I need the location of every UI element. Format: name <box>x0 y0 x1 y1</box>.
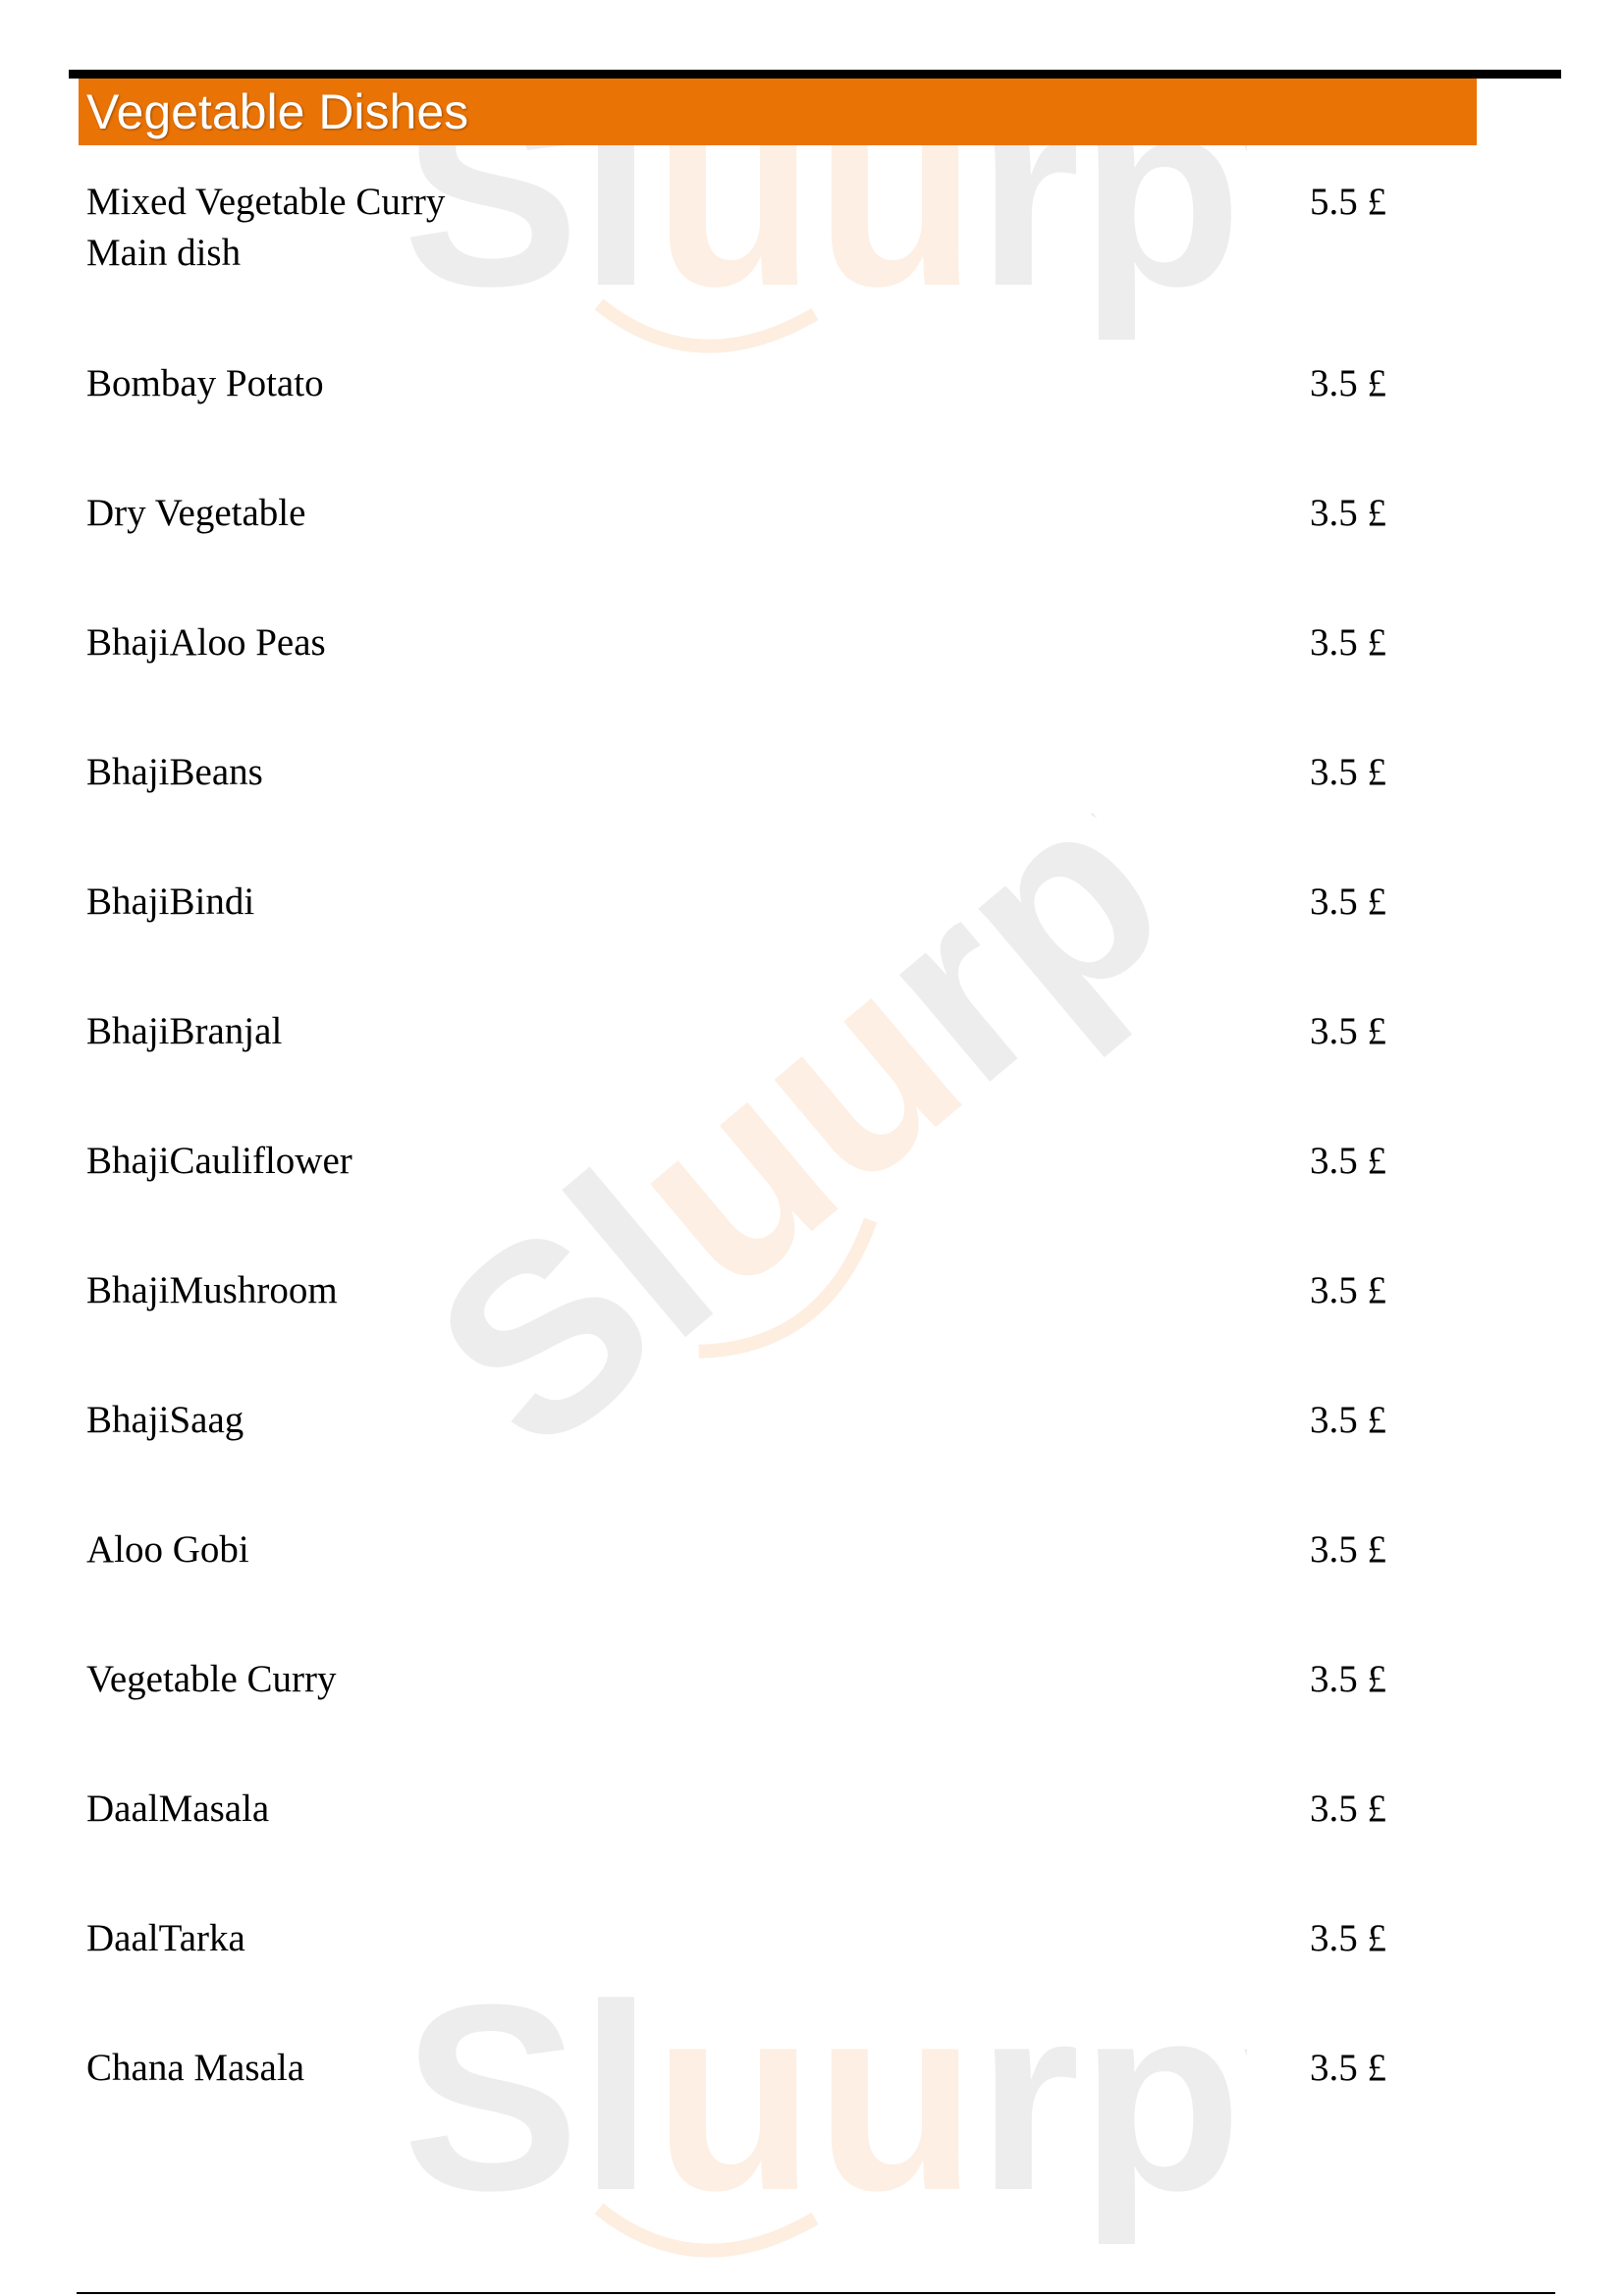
menu-item: BhajiAloo Peas 3.5 £ <box>0 617 1624 747</box>
dish-price: 3.5 £ <box>1310 1528 1386 1571</box>
dish-price: 3.5 £ <box>1310 2047 1386 2089</box>
menu-list: Mixed Vegetable Curry Main dish 5.5 £ Bomba… <box>0 177 1624 2172</box>
dish-name-text: BhajiAloo Peas <box>86 621 326 664</box>
menu-item: Mixed Vegetable Curry Main dish 5.5 £ <box>0 177 1624 358</box>
menu-item: BhajiMushroom 3.5 £ <box>0 1265 1624 1395</box>
dish-name: BhajiBindi <box>86 877 254 928</box>
dish-price: 3.5 £ <box>1310 881 1386 923</box>
dish-name-text: Chana Masala <box>86 2047 305 2089</box>
dish-name-text: Mixed Vegetable Curry <box>86 181 446 223</box>
dish-name-text: Aloo Gobi <box>86 1528 249 1571</box>
menu-item: Vegetable Curry 3.5 £ <box>0 1654 1624 1784</box>
dish-price: 3.5 £ <box>1310 492 1386 534</box>
dish-name: BhajiSaag <box>86 1395 244 1446</box>
dish-price: 3.5 £ <box>1310 621 1386 664</box>
dish-price: 3.5 £ <box>1310 362 1386 404</box>
menu-item: BhajiBindi 3.5 £ <box>0 877 1624 1006</box>
dish-name-text: BhajiBindi <box>86 881 255 923</box>
dish-description: Main dish <box>86 232 242 274</box>
dish-name-text: DaalTarka <box>86 1917 245 1959</box>
menu-item: DaalMasala 3.5 £ <box>0 1784 1624 1913</box>
dish-name-text: BhajiBeans <box>86 751 263 793</box>
bottom-divider <box>77 2292 1555 2294</box>
menu-item: BhajiBranjal 3.5 £ <box>0 1006 1624 1136</box>
dish-name: Dry Vegetable <box>86 488 305 539</box>
dish-price: 3.5 £ <box>1310 1788 1386 1830</box>
dish-name-text: Vegetable Curry <box>86 1658 337 1700</box>
dish-name: DaalMasala <box>86 1784 269 1835</box>
dish-price: 3.5 £ <box>1310 1658 1386 1700</box>
section-title: Vegetable Dishes <box>86 84 469 139</box>
section-header: Vegetable Dishes <box>79 79 1477 145</box>
dish-name: BhajiBeans <box>86 747 263 798</box>
dish-name: Aloo Gobi <box>86 1524 249 1575</box>
dish-price: 3.5 £ <box>1310 1140 1386 1182</box>
menu-item: DaalTarka 3.5 £ <box>0 1913 1624 2043</box>
menu-item: Dry Vegetable 3.5 £ <box>0 488 1624 617</box>
dish-price: 5.5 £ <box>1310 181 1386 223</box>
menu-item: Chana Masala 3.5 £ <box>0 2043 1624 2172</box>
dish-name-text: BhajiBranjal <box>86 1010 283 1052</box>
dish-name: BhajiBranjal <box>86 1006 282 1057</box>
dish-price: 3.5 £ <box>1310 1917 1386 1959</box>
dish-name-text: DaalMasala <box>86 1788 270 1830</box>
dish-name-text: Dry Vegetable <box>86 492 306 534</box>
dish-name: BhajiMushroom <box>86 1265 338 1316</box>
dish-price: 3.5 £ <box>1310 1399 1386 1441</box>
dish-name: BhajiAloo Peas <box>86 617 326 668</box>
dish-name-text: BhajiSaag <box>86 1399 244 1441</box>
dish-name: Bombay Potato <box>86 358 324 409</box>
menu-item: Aloo Gobi 3.5 £ <box>0 1524 1624 1654</box>
dish-name: BhajiCauliflower <box>86 1136 352 1187</box>
dish-price: 3.5 £ <box>1310 751 1386 793</box>
dish-name: DaalTarka <box>86 1913 245 1964</box>
dish-price: 3.5 £ <box>1310 1010 1386 1052</box>
menu-item: Bombay Potato 3.5 £ <box>0 358 1624 488</box>
dish-name: Mixed Vegetable Curry Main dish <box>86 177 445 279</box>
menu-item: BhajiBeans 3.5 £ <box>0 747 1624 877</box>
top-divider <box>69 70 1561 79</box>
dish-name-text: BhajiMushroom <box>86 1269 338 1311</box>
dish-name-text: BhajiCauliflower <box>86 1140 352 1182</box>
dish-name: Vegetable Curry <box>86 1654 337 1705</box>
dish-name-text: Bombay Potato <box>86 362 324 404</box>
dish-name: Chana Masala <box>86 2043 304 2094</box>
menu-item: BhajiCauliflower 3.5 £ <box>0 1136 1624 1265</box>
menu-item: BhajiSaag 3.5 £ <box>0 1395 1624 1524</box>
dish-price: 3.5 £ <box>1310 1269 1386 1311</box>
